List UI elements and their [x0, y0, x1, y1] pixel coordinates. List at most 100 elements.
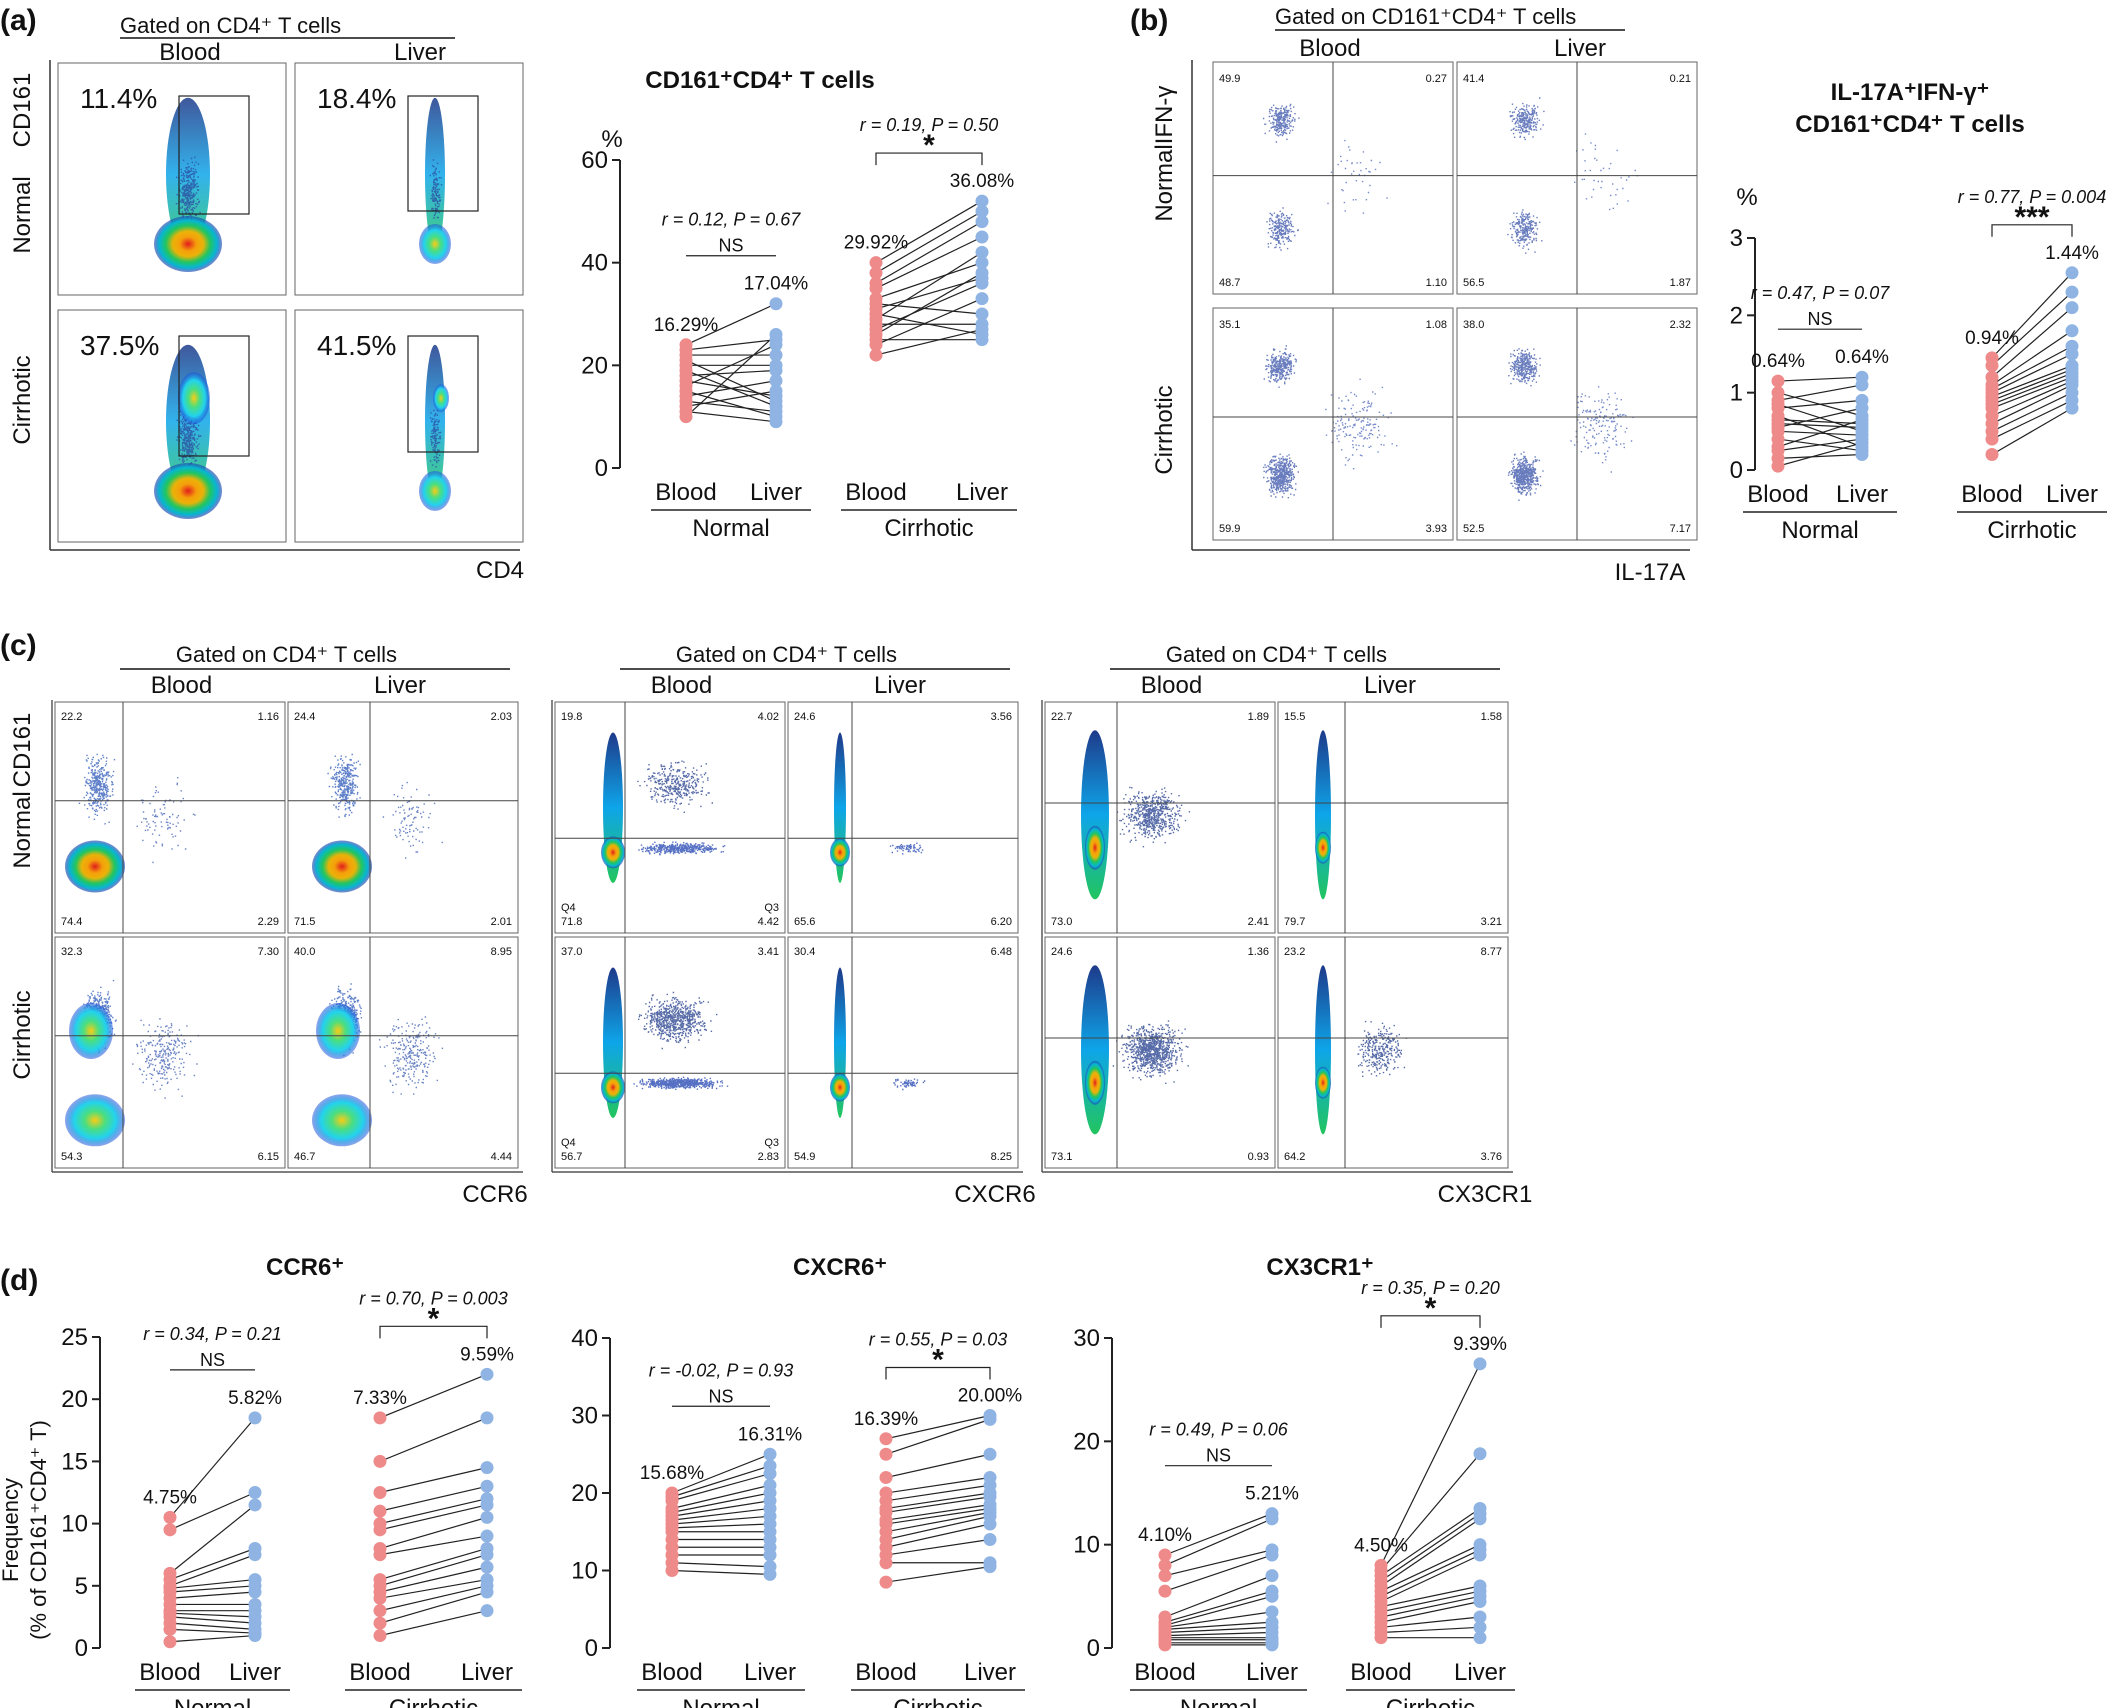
liver-point — [769, 297, 783, 311]
paired-line — [379, 1578, 488, 1599]
paired-line — [1991, 368, 2073, 401]
paired-line — [1380, 1513, 1481, 1582]
paired-line — [169, 1622, 256, 1630]
quadrant-ur-value: 1.58 — [1481, 711, 1502, 723]
event-dots — [889, 842, 924, 855]
paired-line — [875, 303, 983, 315]
plot-frame — [287, 936, 519, 1169]
paired-line — [875, 210, 983, 274]
blood-point — [1158, 1548, 1172, 1562]
liver-mean-label: 9.59% — [460, 1344, 514, 1365]
liver-point — [983, 1447, 997, 1461]
correlation-stat: r = 0.12, P = 0.67 — [662, 210, 801, 230]
col-label-liver: Liver — [394, 39, 446, 66]
y-tick-label: 0 — [1730, 457, 1743, 484]
density-streak — [1081, 730, 1109, 900]
y-axis-label-1: Frequency — [0, 1478, 23, 1582]
paired-line — [685, 390, 777, 407]
paired-line — [885, 1496, 991, 1513]
event-dots — [1262, 103, 1300, 143]
y-tick-label: 40 — [581, 250, 608, 277]
liver-mean-label: 17.04% — [744, 274, 809, 295]
x-tick-label: Liver — [964, 1659, 1016, 1686]
blood-point — [1158, 1569, 1172, 1583]
paired-line — [685, 344, 777, 387]
panel-b-letter: (b) — [1130, 4, 1168, 37]
blood-point — [1985, 448, 1999, 462]
paired-line — [671, 1492, 771, 1513]
quadrant-ul-value: 40.0 — [294, 946, 315, 958]
event-dots — [1112, 1020, 1189, 1084]
liver-point — [480, 1560, 494, 1574]
paired-line — [685, 390, 777, 418]
density-hotspot — [178, 372, 210, 425]
quadrant-ul-value: 23.2 — [1284, 946, 1305, 958]
event-dots — [1116, 786, 1191, 848]
paired-line — [1991, 407, 2073, 456]
row-label-cirrhotic: Cirrhotic — [9, 990, 36, 1079]
liver-point — [763, 1567, 777, 1581]
quadrant-ul-value: 24.4 — [294, 711, 315, 723]
paired-line — [169, 1634, 256, 1643]
panel-d-letter: (d) — [0, 1264, 38, 1297]
sig-label: NS — [1807, 309, 1832, 329]
quadrant-lr-value: 4.42 — [758, 916, 779, 928]
paired-line — [885, 1511, 991, 1533]
quadrant-lr-value: 1.10 — [1426, 277, 1447, 289]
paired-line — [1164, 1595, 1273, 1626]
paired-line — [1164, 1513, 1273, 1556]
event-dots — [893, 1078, 926, 1091]
quadrant-ul-value: 24.6 — [1051, 946, 1072, 958]
sig-label: NS — [718, 236, 743, 256]
y-tick-label: 15 — [61, 1448, 88, 1475]
event-dots — [327, 753, 361, 818]
x-marker-label: CD4 — [476, 557, 524, 584]
liver-point — [480, 1548, 494, 1562]
panel-b-gate-label: Gated on CD161⁺CD4⁺ T cells — [1275, 4, 1576, 29]
paired-line — [875, 328, 983, 356]
quadrant-ll-value: 46.7 — [294, 1151, 315, 1163]
blood-mean-label: 4.10% — [1138, 1525, 1192, 1546]
flow-plot: 35.1 1.08 59.9 3.93 — [1212, 307, 1454, 541]
blood-point — [163, 1510, 177, 1524]
quadrant-ll-value: 52.5 — [1463, 523, 1484, 535]
liver-mean-label: 20.00% — [958, 1386, 1023, 1407]
liver-point — [975, 256, 989, 270]
liver-point — [248, 1629, 262, 1643]
plot-frame — [54, 701, 286, 934]
paired-line — [685, 400, 777, 413]
liver-point — [1265, 1605, 1279, 1619]
paired-line — [1991, 365, 2073, 398]
y-tick-label: 10 — [1073, 1532, 1100, 1559]
group-label-cirrhotic: Cirrhotic — [1987, 517, 2076, 544]
row-label-normal: Normal — [9, 176, 36, 253]
gate-rectangle — [407, 95, 479, 212]
paired-line — [685, 380, 777, 397]
flow-plot: 40.0 8.95 46.7 4.44 — [287, 936, 519, 1169]
liver-point — [1265, 1569, 1279, 1583]
plot-frame — [787, 936, 1019, 1169]
paired-line — [379, 1467, 488, 1494]
liver-point — [975, 194, 989, 208]
liver-point — [1473, 1447, 1487, 1461]
paired-line — [1380, 1585, 1481, 1608]
paired-line — [1777, 415, 1863, 448]
liver-point — [1473, 1620, 1487, 1634]
flow-plot: 22.2 1.16 74.4 2.29 — [54, 701, 286, 934]
paired-line — [875, 236, 983, 289]
paired-line — [1777, 453, 1863, 459]
paired-line — [1991, 399, 2073, 440]
paired-line — [885, 1566, 991, 1583]
flow-plot: 37.0 3.41 56.7 2.83 Q4 Q3 — [554, 936, 786, 1169]
paired-line — [671, 1453, 771, 1494]
liver-point — [480, 1411, 494, 1425]
y-tick-label: 60 — [581, 147, 608, 174]
density-hotspot — [830, 838, 850, 867]
paired-line — [379, 1547, 488, 1581]
blood-point — [869, 281, 883, 295]
blood-mean-label: 0.64% — [1751, 351, 1805, 372]
liver-point — [1855, 413, 1869, 427]
correlation-stat: r = -0.02, P = 0.93 — [649, 1360, 793, 1380]
quadrant-q3-label: Q3 — [764, 1137, 779, 1149]
paired-line — [885, 1523, 991, 1548]
